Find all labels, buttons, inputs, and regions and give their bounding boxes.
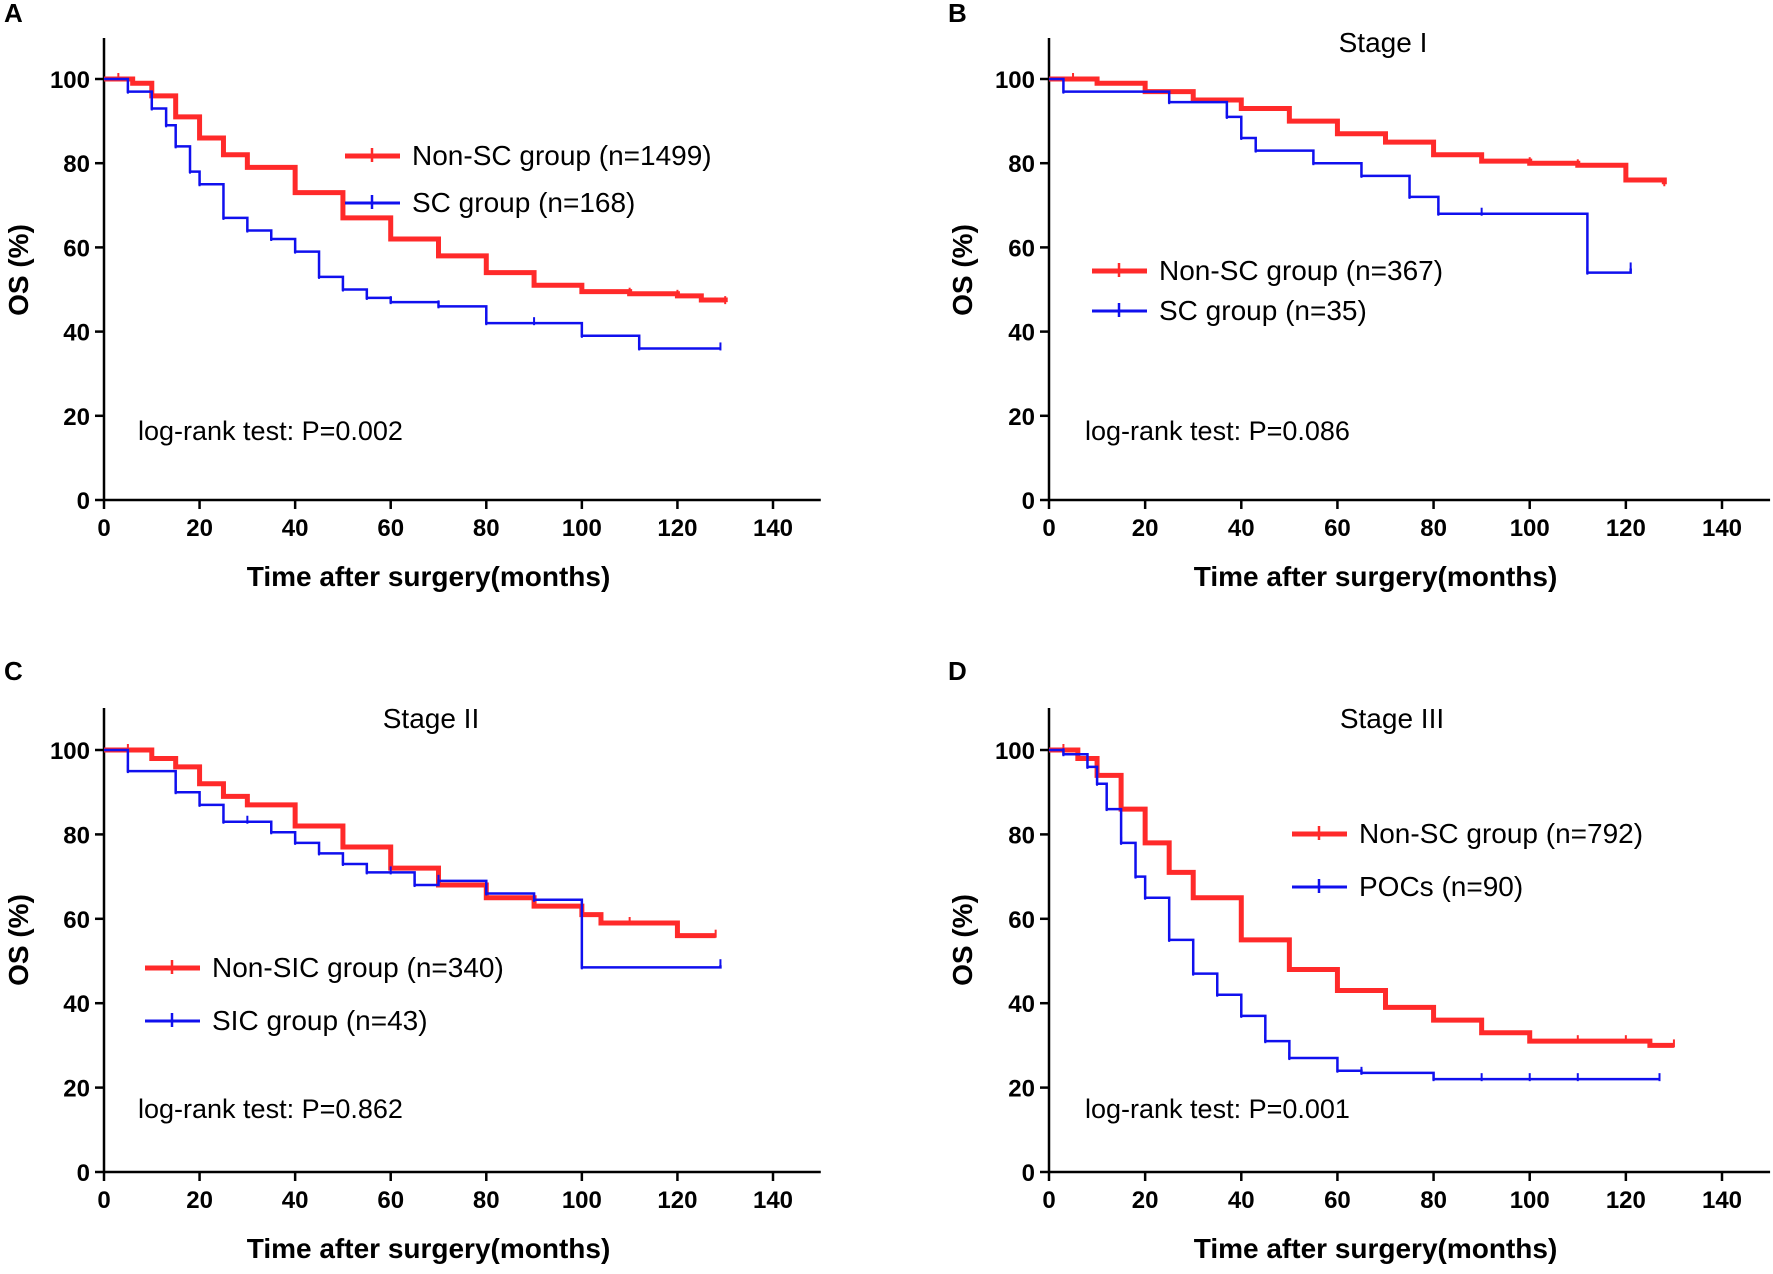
y-tick-label: 80 (63, 822, 90, 849)
x-tick-label: 140 (1702, 515, 1742, 542)
x-axis-title: Time after surgery(months) (247, 561, 611, 592)
x-tick-label: 140 (753, 1187, 793, 1214)
y-tick-label: 0 (77, 1160, 90, 1187)
y-tick-label: 80 (63, 151, 90, 178)
x-tick-label: 60 (377, 1187, 404, 1214)
legend-label: SIC group (n=43) (212, 1005, 428, 1036)
x-axis-title: Time after surgery(months) (247, 1233, 611, 1264)
x-tick-label: 140 (753, 515, 793, 542)
y-tick-label: 80 (1008, 151, 1035, 178)
survival-curve-primary (104, 76, 728, 303)
x-tick-label: 0 (97, 1187, 110, 1214)
x-tick-label: 0 (97, 515, 110, 542)
x-tick-label: 40 (1228, 515, 1255, 542)
y-tick-label: 40 (1008, 320, 1035, 347)
x-tick-label: 0 (1042, 515, 1055, 542)
x-tick-label: 100 (562, 515, 602, 542)
panel-b: B Stage I 0 20 40 60 80 100 0 20 40 60 80 100 120 140 Ti… (947, 0, 1771, 592)
x-tick-label: 100 (562, 1187, 602, 1214)
x-tick-label: 100 (1510, 515, 1550, 542)
panel-letter: A (4, 0, 23, 28)
y-axis-title: OS (%) (3, 894, 34, 986)
y-tick-label: 100 (50, 738, 90, 765)
y-tick-label: 60 (63, 235, 90, 262)
x-tick-label: 60 (1324, 1187, 1351, 1214)
y-axis-title: OS (%) (3, 224, 34, 316)
chart-title: Stage III (1340, 703, 1444, 734)
y-tick-label: 80 (1008, 822, 1035, 849)
x-tick-label: 80 (1420, 515, 1447, 542)
legend-label: Non-SC group (n=367) (1159, 255, 1443, 286)
y-tick-label: 40 (1008, 991, 1035, 1018)
x-tick-label: 60 (1324, 515, 1351, 542)
log-rank-annotation: log-rank test: P=0.862 (138, 1094, 403, 1124)
survival-curve-primary (104, 747, 716, 939)
y-tick-label: 60 (1008, 907, 1035, 934)
y-tick-label: 60 (1008, 235, 1035, 262)
legend-label: SC group (n=168) (412, 187, 635, 218)
panel-letter: C (4, 656, 23, 686)
legend-label: POCs (n=90) (1359, 871, 1523, 902)
x-tick-label: 20 (186, 515, 213, 542)
y-axis-title: OS (%) (947, 224, 978, 316)
y-tick-label: 20 (1008, 404, 1035, 431)
y-tick-label: 100 (995, 67, 1035, 94)
x-axis-title: Time after surgery(months) (1194, 561, 1558, 592)
y-tick-label: 100 (50, 67, 90, 94)
x-tick-label: 80 (473, 515, 500, 542)
x-tick-label: 100 (1510, 1187, 1550, 1214)
panel-d: D Stage III 0 20 40 60 80 100 0 20 40 60 80 100 120 140… (947, 656, 1771, 1264)
legend-label: SC group (n=35) (1159, 295, 1367, 326)
y-tick-label: 40 (63, 991, 90, 1018)
y-tick-label: 20 (1008, 1076, 1035, 1103)
panel-c: C Stage II 0 20 40 60 80 100 0 20 40 60 80 100 120 140 T… (3, 656, 821, 1264)
x-tick-label: 80 (473, 1187, 500, 1214)
chart-title: Stage II (383, 703, 480, 734)
x-tick-label: 120 (1606, 1187, 1646, 1214)
y-tick-label: 0 (77, 488, 90, 515)
panel-letter: D (948, 656, 967, 686)
x-tick-label: 140 (1702, 1187, 1742, 1214)
log-rank-annotation: log-rank test: P=0.086 (1085, 416, 1350, 446)
x-axis-title: Time after surgery(months) (1194, 1233, 1558, 1264)
legend-label: Non-SC group (n=1499) (412, 140, 712, 171)
x-tick-label: 40 (282, 1187, 309, 1214)
x-tick-label: 120 (657, 1187, 697, 1214)
survival-curve-primary (1049, 76, 1667, 185)
chart-title: Stage I (1339, 27, 1428, 58)
panel-a: A 0 20 40 60 80 100 0 20 40 60 80 100 120 140 Time afte… (3, 0, 821, 592)
y-tick-label: 60 (63, 907, 90, 934)
x-tick-label: 120 (1606, 515, 1646, 542)
y-tick-label: 20 (63, 404, 90, 431)
x-tick-label: 20 (1132, 1187, 1159, 1214)
log-rank-annotation: log-rank test: P=0.002 (138, 416, 403, 446)
x-tick-label: 20 (186, 1187, 213, 1214)
y-tick-label: 20 (63, 1076, 90, 1103)
x-tick-label: 40 (282, 515, 309, 542)
y-tick-label: 40 (63, 320, 90, 347)
survival-curve-secondary (1049, 77, 1632, 274)
legend-label: Non-SC group (n=792) (1359, 818, 1643, 849)
x-tick-label: 80 (1420, 1187, 1447, 1214)
panel-letter: B (948, 0, 967, 28)
x-tick-label: 120 (657, 515, 697, 542)
x-tick-label: 20 (1132, 515, 1159, 542)
x-tick-label: 0 (1042, 1187, 1055, 1214)
x-tick-label: 60 (377, 515, 404, 542)
y-tick-label: 0 (1022, 1160, 1035, 1187)
legend-label: Non-SIC group (n=340) (212, 952, 504, 983)
log-rank-annotation: log-rank test: P=0.001 (1085, 1094, 1350, 1124)
x-tick-label: 40 (1228, 1187, 1255, 1214)
y-tick-label: 100 (995, 738, 1035, 765)
survival-curve-secondary (1049, 748, 1660, 1081)
survival-curve-secondary (104, 748, 722, 969)
y-tick-label: 0 (1022, 488, 1035, 515)
y-axis-title: OS (%) (947, 894, 978, 986)
